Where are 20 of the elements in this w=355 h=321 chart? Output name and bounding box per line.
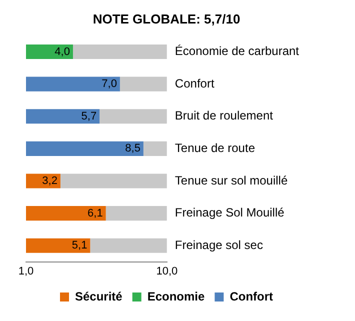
data-label: 3,2	[42, 175, 58, 188]
y-tick-label: Tenue de route	[174, 141, 256, 156]
data-label: 5,7	[81, 110, 97, 122]
y-tick-label: Confort	[174, 76, 215, 90]
data-label: 4,0	[54, 46, 70, 58]
x-tick-label: 10,0	[156, 265, 178, 278]
y-tick-label: Freinage sol sec	[174, 238, 263, 252]
data-label: 6,1	[88, 207, 103, 220]
x-tick-label: 1,0	[18, 265, 34, 278]
y-tick-label: Freinage Sol Mouillé	[174, 206, 285, 220]
y-tick-label: Tenue sur sol mouillé	[174, 173, 288, 188]
legend-label: Sécurité	[74, 289, 123, 304]
legend-label: Confort	[230, 289, 274, 304]
y-tick-label: Bruit de roulement	[174, 108, 274, 123]
data-label: 8,5	[125, 142, 140, 155]
legend-label: Economie	[147, 289, 206, 304]
y-tick-label: Économie de carburant	[174, 44, 300, 58]
data-label: 7,0	[102, 78, 117, 90]
chart-title: NOTE GLOBALE: 5,7/10	[92, 11, 240, 26]
data-label: 5,1	[72, 240, 88, 252]
